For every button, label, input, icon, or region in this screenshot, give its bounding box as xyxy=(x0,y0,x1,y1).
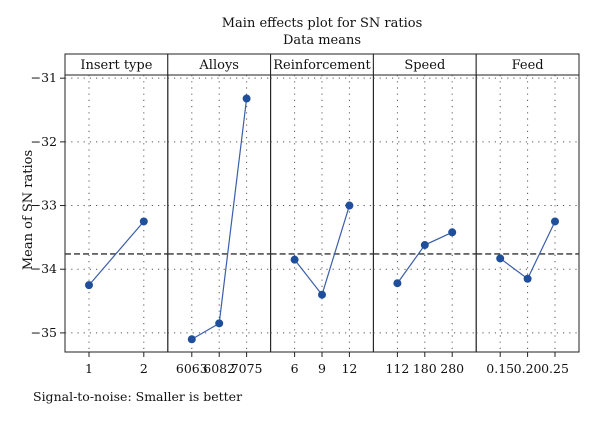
x-tick-label: 2 xyxy=(140,361,148,376)
data-point xyxy=(448,228,457,237)
x-tick-label: 6063 xyxy=(176,361,208,376)
data-point xyxy=(420,241,429,250)
panel-title-speed: Speed xyxy=(404,58,445,73)
x-tick-label: 112 xyxy=(385,361,409,376)
series-line-reinforcement xyxy=(294,205,350,296)
panel-title-reinforcement: Reinforcement xyxy=(273,58,371,73)
data-point xyxy=(551,217,559,226)
data-point xyxy=(139,217,148,226)
x-tick-label: 0.20 xyxy=(514,361,542,376)
panel-title-insert-type: Insert type xyxy=(80,58,152,73)
x-tick-label: 0.15 xyxy=(486,361,514,376)
x-tick-label: 9 xyxy=(318,361,326,376)
x-tick-label: 180 xyxy=(413,361,437,376)
y-tick-label: −32 xyxy=(31,134,57,149)
x-tick-label: 7075 xyxy=(231,361,263,376)
x-tick-label: 6082 xyxy=(203,361,235,376)
data-point xyxy=(215,319,224,328)
data-point xyxy=(85,281,93,290)
y-tick-label: −34 xyxy=(31,261,57,276)
panel-frame-reinforcement xyxy=(270,74,374,353)
chart-subtitle: Data means xyxy=(283,33,361,48)
footnote: Signal-to-noise: Smaller is better xyxy=(33,389,242,404)
y-tick-label: −31 xyxy=(31,70,57,85)
y-axis-label: Mean of SN ratios xyxy=(21,150,36,270)
data-point xyxy=(187,335,196,344)
y-tick-label: −35 xyxy=(31,325,57,340)
x-tick-label: 12 xyxy=(341,361,357,376)
panel-title-alloys: Alloys xyxy=(198,58,239,73)
x-tick-label: 0.25 xyxy=(541,361,569,376)
series-line-alloys xyxy=(191,98,248,340)
panel-frame-insert-type xyxy=(64,74,169,353)
chart-title: Main effects plot for SN ratios xyxy=(222,16,423,31)
panel-title-feed: Feed xyxy=(512,58,544,73)
data-point xyxy=(345,201,354,210)
panel-frame-feed xyxy=(475,74,580,353)
panel-frame-speed xyxy=(372,74,477,353)
data-point xyxy=(290,255,299,264)
series-line-speed xyxy=(396,231,453,284)
data-point xyxy=(393,279,402,288)
x-tick-label: 6 xyxy=(291,361,299,376)
series-line-insert-type xyxy=(88,221,145,286)
data-point xyxy=(496,254,505,263)
x-tick-label: 280 xyxy=(440,361,464,376)
data-point xyxy=(318,290,326,299)
y-tick-label: −33 xyxy=(31,198,57,213)
data-point xyxy=(242,94,251,103)
data-point xyxy=(523,274,532,283)
panel-frame-alloys xyxy=(167,74,272,353)
x-tick-label: 1 xyxy=(85,361,93,376)
